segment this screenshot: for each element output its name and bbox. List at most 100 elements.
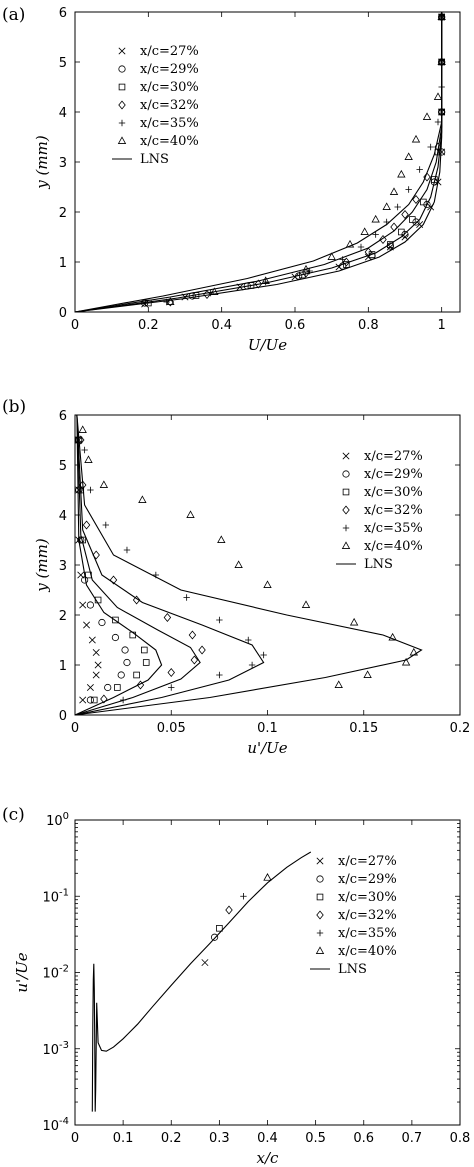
lns-curve bbox=[91, 851, 312, 1112]
data-point bbox=[94, 661, 102, 669]
lns-curve bbox=[74, 414, 201, 716]
legend-label: x/c=30% bbox=[364, 485, 423, 500]
data-point bbox=[166, 297, 175, 305]
data-point bbox=[81, 576, 89, 584]
data-point bbox=[92, 671, 100, 679]
y-tick-label: 10-3 bbox=[42, 1040, 69, 1058]
data-point bbox=[168, 684, 175, 691]
lns-curve bbox=[74, 12, 443, 313]
data-point bbox=[334, 680, 343, 688]
y-tick-label: 1 bbox=[59, 659, 67, 674]
data-point bbox=[190, 655, 199, 665]
legend-label: LNS bbox=[338, 962, 367, 977]
y-tick-label: 2 bbox=[59, 206, 67, 221]
data-point bbox=[141, 299, 149, 307]
panel-b-label: (b) bbox=[2, 397, 26, 417]
data-point bbox=[181, 293, 189, 301]
data-point bbox=[349, 617, 359, 626]
data-point bbox=[357, 243, 365, 251]
data-point bbox=[412, 195, 420, 204]
x-tick-label: 0 bbox=[71, 1131, 79, 1146]
legend-label: x/c=27% bbox=[140, 44, 199, 59]
data-point bbox=[434, 118, 442, 126]
data-point bbox=[188, 292, 196, 300]
legend-marker bbox=[315, 946, 325, 954]
data-point bbox=[216, 616, 223, 624]
data-point bbox=[82, 520, 91, 530]
data-point bbox=[86, 696, 95, 704]
data-point bbox=[438, 148, 446, 156]
data-point bbox=[163, 613, 172, 622]
data-point bbox=[383, 218, 390, 226]
data-point bbox=[92, 550, 100, 560]
data-point bbox=[434, 178, 442, 186]
plot-c: 0 0.1 0.2 0.3 0.4 0.5 0.6 0.7 0.8 10-4 10-3 10-2 10-… bbox=[13, 811, 470, 1167]
panel-a-label: (a) bbox=[2, 5, 25, 25]
data-point bbox=[104, 683, 112, 692]
data-point bbox=[102, 521, 109, 529]
data-point bbox=[416, 221, 424, 228]
y-tick-label: 4 bbox=[59, 106, 67, 121]
data-point bbox=[389, 187, 399, 195]
y-axis-label: u'/Ue bbox=[13, 952, 31, 992]
data-point bbox=[404, 152, 413, 160]
y-tick-label: 10-2 bbox=[42, 964, 69, 982]
panel-c-label: (c) bbox=[2, 805, 25, 825]
data-point bbox=[121, 646, 129, 654]
x-axis-label: u'/Ue bbox=[247, 739, 287, 757]
legend-marker bbox=[316, 910, 324, 920]
data-point bbox=[247, 282, 255, 289]
data-point bbox=[123, 546, 131, 554]
legend-label: x/c=40% bbox=[364, 539, 423, 554]
legend-label: x/c=32% bbox=[140, 98, 199, 113]
data-point bbox=[129, 631, 137, 639]
data-point bbox=[401, 210, 409, 219]
y-tick-label: 1 bbox=[59, 256, 67, 271]
lns-curve bbox=[74, 414, 163, 716]
y-tick-label: 2 bbox=[59, 609, 67, 624]
data-point bbox=[112, 616, 119, 624]
data-point bbox=[100, 694, 108, 704]
legend-marker bbox=[342, 488, 350, 496]
data-point bbox=[263, 580, 272, 588]
legend-marker bbox=[316, 893, 324, 901]
data-point bbox=[210, 287, 219, 295]
data-point bbox=[198, 645, 206, 655]
data-point bbox=[152, 571, 160, 579]
y-tick-label: 0 bbox=[59, 306, 67, 321]
data-point bbox=[79, 536, 86, 544]
data-point bbox=[301, 264, 311, 273]
x-tick-label: 0.15 bbox=[349, 721, 378, 736]
data-point bbox=[75, 436, 83, 444]
data-point bbox=[388, 632, 397, 641]
data-point bbox=[343, 261, 350, 268]
legend-marker bbox=[117, 136, 127, 144]
data-point bbox=[216, 671, 223, 679]
data-point bbox=[236, 283, 244, 291]
legend-marker bbox=[316, 857, 324, 865]
plot-frame bbox=[74, 819, 461, 1126]
data-point bbox=[434, 148, 442, 156]
lns-curve bbox=[74, 414, 423, 716]
data-point bbox=[411, 134, 421, 143]
data-point bbox=[401, 657, 411, 666]
data-point bbox=[379, 235, 387, 244]
data-point bbox=[437, 12, 446, 22]
plot-a: 0 0.2 0.4 0.6 0.8 1 0 1 2 3 4 5 6 U/Ue y (mm) x/c=27% x/… bbox=[33, 6, 461, 354]
data-point bbox=[345, 239, 355, 248]
legend-label: x/c=35% bbox=[338, 926, 397, 941]
data-point bbox=[207, 289, 214, 297]
data-point bbox=[433, 92, 443, 100]
x-tick-label: 0.05 bbox=[157, 721, 186, 736]
legend-marker bbox=[342, 524, 350, 532]
data-point bbox=[387, 241, 394, 248]
data-point bbox=[142, 659, 150, 666]
y-tick-label: 100 bbox=[46, 811, 69, 829]
legend-marker bbox=[316, 929, 324, 937]
data-point bbox=[260, 651, 267, 659]
data-point bbox=[88, 636, 96, 644]
x-tick-label: 0.2 bbox=[450, 721, 471, 736]
x-tick-label: 0.6 bbox=[353, 1131, 374, 1146]
data-point bbox=[423, 172, 431, 182]
data-point bbox=[416, 166, 423, 173]
